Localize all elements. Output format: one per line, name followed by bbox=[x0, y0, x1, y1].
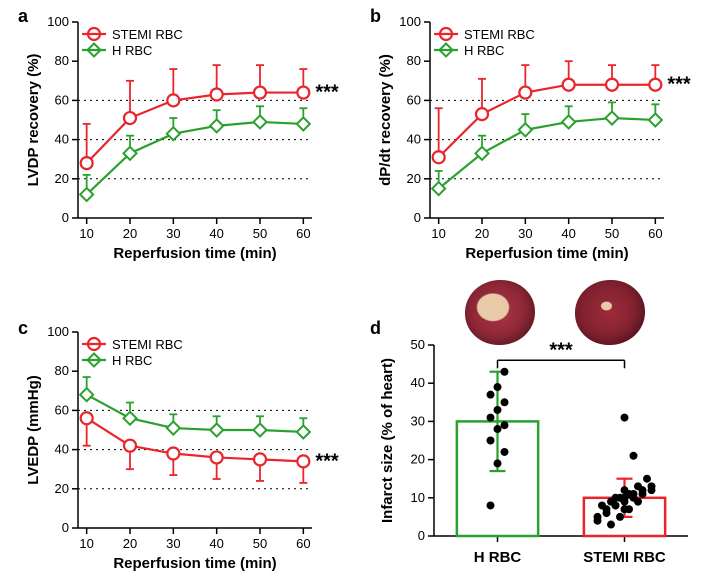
svg-text:LVEDP (mmHg): LVEDP (mmHg) bbox=[25, 375, 42, 484]
svg-text:60: 60 bbox=[55, 92, 69, 107]
figure-root: a b c d 020406080100102030405060LVDP rec… bbox=[0, 0, 707, 585]
svg-text:40: 40 bbox=[55, 132, 69, 147]
svg-text:40: 40 bbox=[209, 536, 223, 551]
svg-text:20: 20 bbox=[123, 536, 137, 551]
svg-text:40: 40 bbox=[407, 132, 421, 147]
svg-text:20: 20 bbox=[55, 481, 69, 496]
svg-text:20: 20 bbox=[55, 171, 69, 186]
svg-text:***: *** bbox=[667, 74, 691, 96]
svg-text:100: 100 bbox=[47, 324, 69, 339]
heart-tissue-h bbox=[465, 280, 535, 345]
svg-text:40: 40 bbox=[55, 442, 69, 457]
svg-text:20: 20 bbox=[123, 226, 137, 241]
svg-text:80: 80 bbox=[55, 53, 69, 68]
svg-text:20: 20 bbox=[411, 452, 425, 467]
panel-a-svg: 0 20 40 60 80 100 10 20 30 40 50 60 LVDP recovery (%… bbox=[20, 10, 350, 270]
svg-text:60: 60 bbox=[296, 536, 310, 551]
svg-text:STEMI RBC: STEMI RBC bbox=[464, 27, 535, 42]
svg-text:H RBC: H RBC bbox=[464, 43, 504, 58]
svg-text:STEMI RBC: STEMI RBC bbox=[112, 337, 183, 352]
svg-text:STEMI RBC: STEMI RBC bbox=[583, 549, 666, 566]
svg-text:Reperfusion time (min): Reperfusion time (min) bbox=[113, 245, 276, 262]
svg-text:40: 40 bbox=[561, 226, 575, 241]
svg-text:30: 30 bbox=[518, 226, 532, 241]
svg-text:dP/dt recovery (%): dP/dt recovery (%) bbox=[377, 54, 394, 186]
svg-text:20: 20 bbox=[475, 226, 489, 241]
svg-text:STEMI RBC: STEMI RBC bbox=[112, 27, 183, 42]
svg-text:60: 60 bbox=[296, 226, 310, 241]
svg-text:10: 10 bbox=[431, 226, 445, 241]
svg-text:60: 60 bbox=[648, 226, 662, 241]
svg-text:0: 0 bbox=[418, 528, 425, 543]
svg-text:80: 80 bbox=[55, 363, 69, 378]
svg-text:0: 0 bbox=[414, 210, 421, 225]
svg-text:***: *** bbox=[315, 82, 339, 104]
panel-d-svg: 0 10 20 30 40 50 Infarct size (% of heart) H RB… bbox=[372, 335, 702, 580]
svg-text:H RBC: H RBC bbox=[112, 353, 152, 368]
svg-text:LVDP recovery (%): LVDP recovery (%) bbox=[25, 54, 42, 187]
svg-text:H RBC: H RBC bbox=[112, 43, 152, 58]
svg-text:50: 50 bbox=[253, 536, 267, 551]
svg-text:***: *** bbox=[549, 339, 573, 361]
svg-text:0: 0 bbox=[62, 520, 69, 535]
svg-text:H RBC: H RBC bbox=[474, 549, 522, 566]
svg-text:30: 30 bbox=[411, 413, 425, 428]
svg-text:30: 30 bbox=[166, 226, 180, 241]
svg-text:40: 40 bbox=[411, 375, 425, 390]
svg-text:***: *** bbox=[315, 450, 339, 472]
svg-text:100: 100 bbox=[47, 14, 69, 29]
svg-text:40: 40 bbox=[209, 226, 223, 241]
svg-text:20: 20 bbox=[407, 171, 421, 186]
svg-text:80: 80 bbox=[407, 53, 421, 68]
svg-text:10: 10 bbox=[79, 536, 93, 551]
panel-b-svg: 0 20 40 60 80 100 10 20 30 40 50 60 dP/dt recovery (… bbox=[372, 10, 702, 270]
panel-c-svg: 0 20 40 60 80 100 10 20 30 40 50 60 LVEDP (mmHg) Repe… bbox=[20, 320, 350, 580]
svg-text:30: 30 bbox=[166, 536, 180, 551]
svg-text:Infarct size (% of heart): Infarct size (% of heart) bbox=[379, 358, 396, 523]
svg-text:100: 100 bbox=[399, 14, 421, 29]
svg-text:60: 60 bbox=[55, 402, 69, 417]
svg-text:50: 50 bbox=[411, 337, 425, 352]
svg-text:Reperfusion time (min): Reperfusion time (min) bbox=[465, 245, 628, 262]
svg-text:10: 10 bbox=[79, 226, 93, 241]
svg-text:50: 50 bbox=[605, 226, 619, 241]
svg-text:10: 10 bbox=[411, 490, 425, 505]
svg-text:50: 50 bbox=[253, 226, 267, 241]
svg-text:0: 0 bbox=[62, 210, 69, 225]
heart-tissue-stemi bbox=[575, 280, 645, 345]
svg-text:60: 60 bbox=[407, 92, 421, 107]
svg-text:Reperfusion time (min): Reperfusion time (min) bbox=[113, 555, 276, 572]
